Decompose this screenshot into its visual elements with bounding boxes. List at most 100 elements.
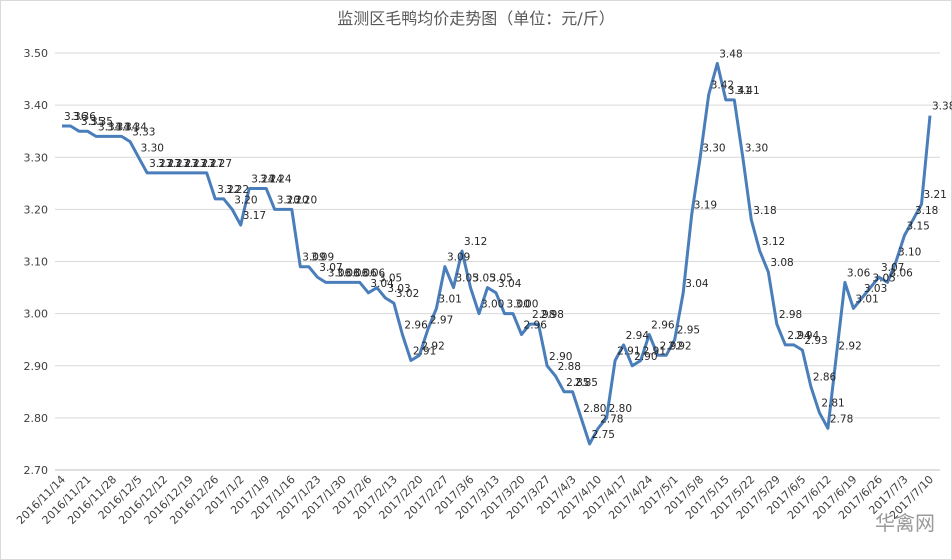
data-label: 3.41 [736, 85, 759, 97]
data-label: 3.04 [370, 278, 394, 290]
data-label: 3.06 [336, 267, 360, 279]
data-label: 3.12 [762, 236, 785, 248]
data-label: 3.12 [464, 236, 487, 248]
data-label: 3.06 [847, 267, 871, 279]
data-label: 3.27 [149, 158, 172, 170]
y-tick-label: 3.50 [24, 47, 49, 60]
data-label: 3.06 [353, 267, 377, 279]
data-label: 3.27 [192, 158, 215, 170]
data-label: 3.34 [107, 121, 131, 133]
data-label: 3.27 [200, 158, 223, 170]
data-label: 2.90 [549, 351, 572, 363]
data-label: 2.94 [787, 330, 811, 342]
data-label: 3.05 [489, 273, 512, 285]
data-label: 2.94 [626, 330, 650, 342]
data-label: 3.35 [90, 116, 113, 128]
data-label: 3.19 [694, 200, 717, 212]
data-label: 2.98 [532, 309, 555, 321]
data-label: 3.15 [906, 220, 929, 232]
data-label: 3.27 [166, 158, 189, 170]
data-label: 3.09 [311, 252, 334, 264]
data-label: 2.96 [651, 319, 675, 331]
data-label: 3.21 [923, 189, 946, 201]
data-label: 3.07 [319, 262, 342, 274]
data-label: 3.20 [294, 194, 317, 206]
y-tick-label: 3.20 [24, 203, 49, 216]
data-label: 3.24 [260, 174, 284, 186]
data-label: 3.06 [328, 267, 352, 279]
data-label: 2.93 [804, 335, 827, 347]
data-label: 3.06 [345, 267, 369, 279]
data-label: 2.96 [404, 319, 428, 331]
data-label: 3.34 [124, 121, 148, 133]
data-label: 3.41 [728, 85, 751, 97]
data-label: 3.48 [719, 48, 742, 60]
data-label: 3.20 [234, 194, 257, 206]
data-label: 3.30 [702, 142, 725, 154]
data-label: 3.33 [132, 127, 155, 139]
data-label: 3.09 [302, 252, 325, 264]
chart-title: 监测区毛鸭均价走势图（单位：元/斤） [337, 9, 614, 28]
data-label: 2.97 [430, 314, 453, 326]
data-label: 2.91 [413, 346, 436, 358]
data-label: 2.98 [541, 309, 564, 321]
data-label: 3.27 [209, 158, 232, 170]
y-tick-label: 2.80 [24, 412, 49, 425]
data-label: 2.85 [575, 377, 598, 389]
data-label: 3.34 [115, 121, 139, 133]
data-label: 3.05 [455, 273, 478, 285]
data-label: 2.92 [421, 340, 444, 352]
data-label: 2.90 [634, 351, 657, 363]
data-label: 3.01 [855, 293, 878, 305]
data-label: 3.42 [711, 80, 734, 92]
data-label: 3.08 [770, 257, 793, 269]
data-label: 3.22 [226, 184, 249, 196]
data-label: 3.27 [158, 158, 181, 170]
data-label: 3.00 [481, 299, 504, 311]
data-label: 3.04 [685, 278, 709, 290]
data-label: 3.27 [183, 158, 206, 170]
data-label: 3.03 [387, 283, 410, 295]
data-label: 2.75 [592, 429, 615, 441]
data-label: 3.27 [175, 158, 198, 170]
y-tick-label: 3.30 [24, 151, 49, 164]
y-tick-label: 2.90 [24, 360, 49, 373]
data-label: 3.01 [438, 293, 461, 305]
data-label: 2.95 [677, 325, 700, 337]
data-label: 3.20 [277, 194, 300, 206]
data-label: 3.38 [932, 101, 952, 113]
data-label: 3.30 [745, 142, 768, 154]
data-label: 3.34 [98, 121, 122, 133]
data-label: 2.92 [838, 340, 861, 352]
y-tick-label: 3.40 [24, 99, 49, 112]
data-label: 2.94 [796, 330, 820, 342]
data-label: 2.80 [609, 403, 632, 415]
data-label: 3.24 [251, 174, 275, 186]
data-label: 2.78 [600, 413, 623, 425]
y-tick-label: 3.10 [24, 256, 49, 269]
data-label: 3.04 [498, 278, 522, 290]
data-label: 2.88 [558, 361, 581, 373]
data-label: 3.06 [362, 267, 386, 279]
data-label: 3.00 [515, 299, 538, 311]
data-label: 3.10 [898, 247, 921, 259]
data-label: 3.18 [753, 205, 776, 217]
data-label: 3.24 [268, 174, 292, 186]
data-label: 2.98 [779, 309, 802, 321]
data-label: 2.81 [821, 398, 844, 410]
data-label: 3.17 [243, 210, 266, 222]
data-label: 3.06 [889, 267, 913, 279]
data-label: 2.86 [813, 372, 837, 384]
data-label: 3.22 [217, 184, 240, 196]
data-label: 3.09 [447, 252, 470, 264]
data-label: 3.35 [81, 116, 104, 128]
data-label: 3.05 [472, 273, 495, 285]
data-label: 3.36 [73, 111, 97, 123]
y-tick-label: 3.00 [24, 308, 49, 321]
data-label: 3.00 [507, 299, 530, 311]
data-label: 2.85 [566, 377, 589, 389]
data-label: 3.18 [915, 205, 938, 217]
data-label: 3.02 [396, 288, 419, 300]
